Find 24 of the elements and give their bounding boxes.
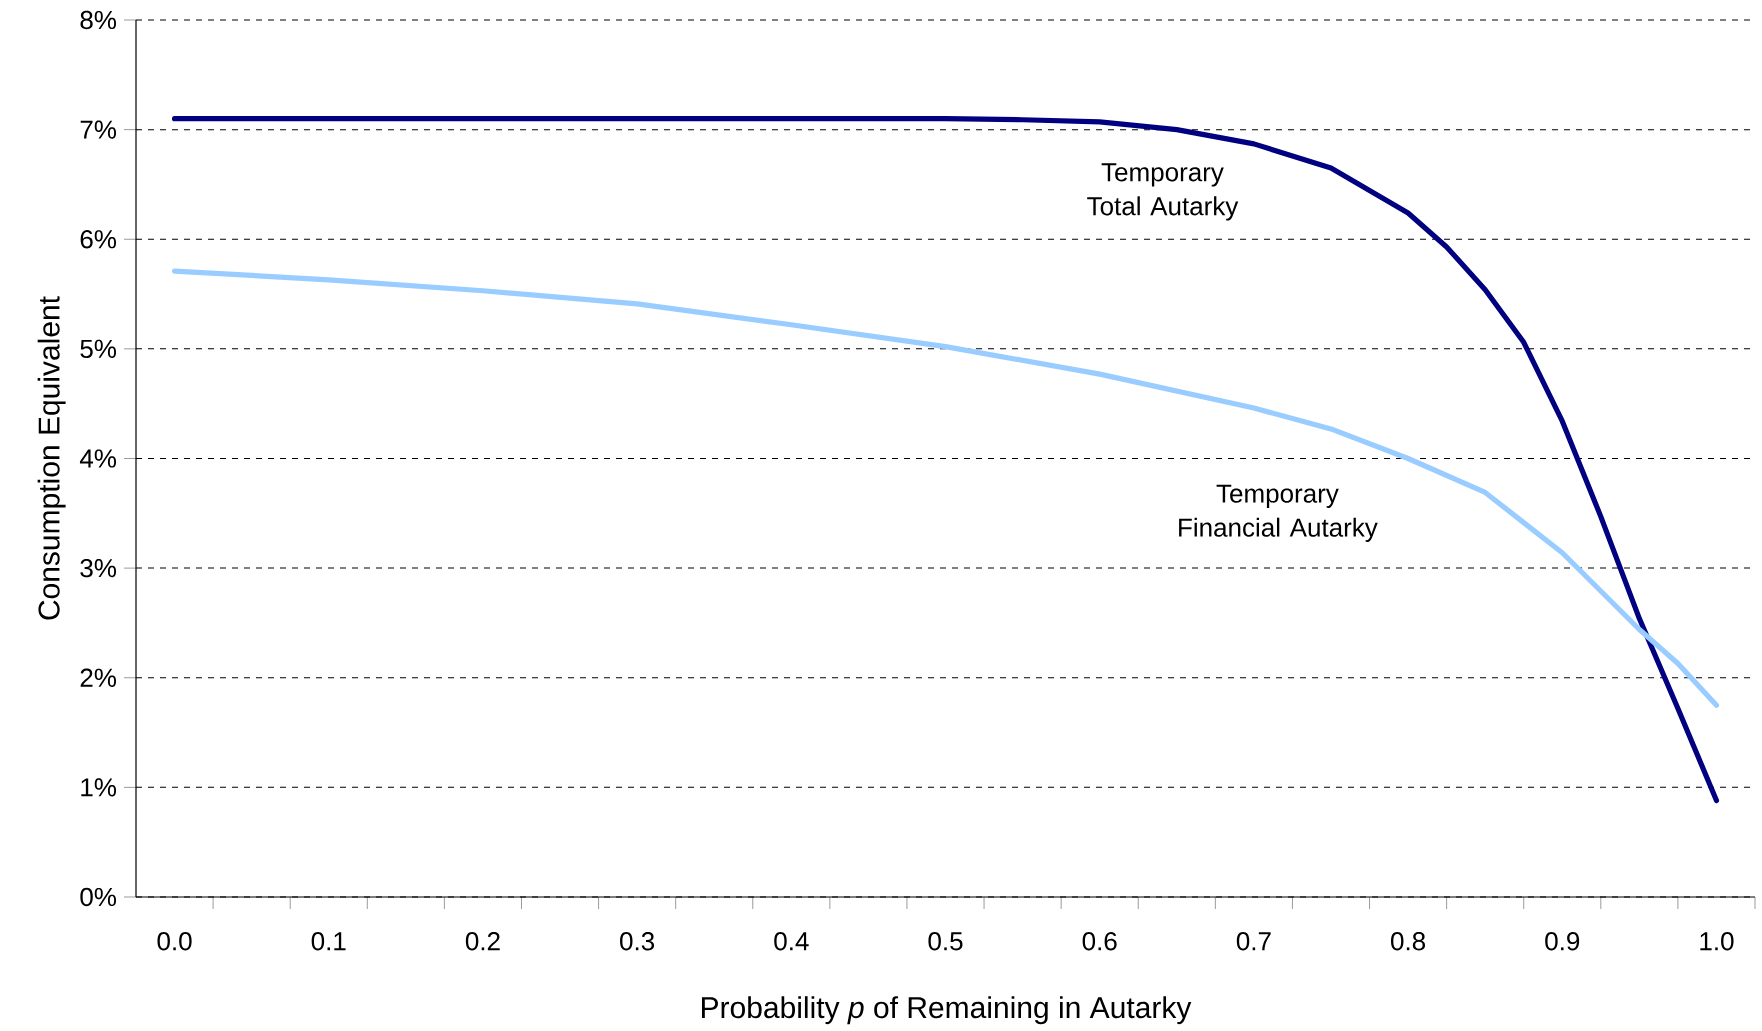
x-tick-label: 0.6 xyxy=(1082,932,1117,951)
annotation: Temporary Total Autarky xyxy=(1087,163,1239,221)
x-tick-label: 0.2 xyxy=(465,932,500,951)
annotation: Temporary Financial Autarky xyxy=(1179,484,1378,543)
y-tick-label: 8% xyxy=(80,10,117,30)
y-tick-label: 3% xyxy=(80,558,117,578)
y-tick-label: 5% xyxy=(80,339,117,359)
y-tick-label: 6% xyxy=(80,230,117,249)
x-tick-label: 0.3 xyxy=(620,932,655,951)
y-axis-title: Consumption Equivalent xyxy=(37,296,66,620)
x-tick-label: 0.8 xyxy=(1391,932,1426,951)
y-tick-label: 0% xyxy=(80,887,117,907)
x-tick-label: 0.7 xyxy=(1236,932,1271,951)
x-axis-title: Probability p of Remaining in Autarky xyxy=(702,996,1192,1025)
y-tick-label: 2% xyxy=(80,668,117,687)
x-tick-label: 0.4 xyxy=(774,932,809,951)
x-tick-label: 0.1 xyxy=(311,932,346,951)
x-tick-label: 1.0 xyxy=(1700,932,1734,951)
y-tick-label: 1% xyxy=(81,778,117,797)
y-tick-label: 4% xyxy=(79,449,117,468)
y-tick-label: 7% xyxy=(80,120,117,139)
x-tick-label: 0.9 xyxy=(1545,932,1580,951)
x-tick-label: 0.0 xyxy=(157,932,192,951)
x-tick-label: 0.5 xyxy=(928,932,963,951)
